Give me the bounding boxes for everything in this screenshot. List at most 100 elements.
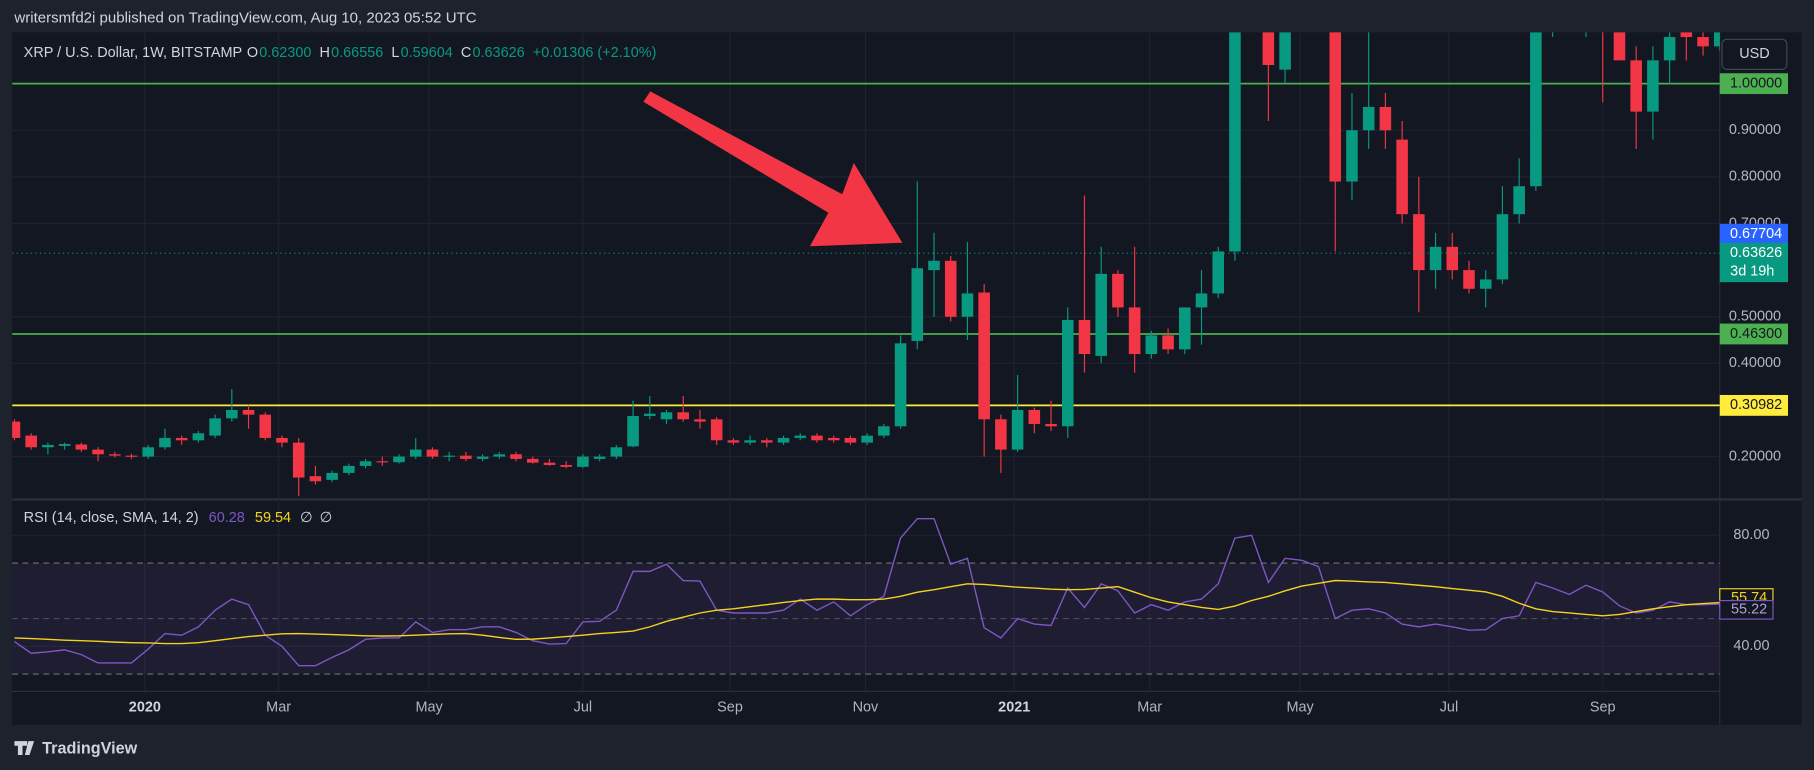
x-tick-label: 2021	[998, 699, 1030, 715]
candle-body	[1078, 320, 1091, 355]
candle-body	[409, 449, 422, 457]
candle-body	[192, 433, 205, 441]
candle-body	[811, 435, 823, 441]
price-badge	[1719, 242, 1788, 283]
y-tick-label: 0.50000	[1729, 309, 1781, 325]
price-label: 0.67704	[1730, 226, 1782, 242]
candle-body	[1329, 32, 1342, 182]
candle-body	[1680, 32, 1693, 38]
candle-body	[1045, 423, 1057, 427]
candle-body	[761, 440, 773, 443]
x-tick-label: Mar	[266, 699, 291, 715]
brand: TradingView	[42, 739, 137, 757]
candle-body	[794, 435, 807, 438]
candle-body	[1279, 32, 1291, 70]
last-value-badge	[1719, 600, 1774, 620]
x-tick-label: 2020	[129, 699, 161, 715]
legend-key: L	[391, 45, 399, 61]
symbol-title: XRP / U.S. Dollar, 1W, BITSTAMP	[24, 45, 243, 61]
candle-body	[1095, 273, 1107, 356]
x-tick-label: Nov	[853, 699, 879, 715]
candle-body	[1429, 246, 1442, 271]
x-tick-label: May	[1286, 699, 1314, 715]
candle-body	[694, 419, 706, 422]
candle-body	[376, 461, 389, 463]
currency[interactable]: USD	[1739, 46, 1769, 62]
sma-legend-value: 59.54	[255, 510, 291, 526]
level-badge	[1719, 73, 1788, 95]
candle-body	[978, 292, 990, 420]
candle-body	[1362, 106, 1375, 131]
rsi-line	[14, 579, 1720, 645]
candle-body	[1195, 293, 1208, 308]
rsi-tick-label: 40.00	[1733, 638, 1769, 654]
x-tick-label: Sep	[1590, 699, 1616, 715]
x-tick-label: Jul	[1440, 699, 1458, 715]
candle-body	[109, 454, 121, 456]
y-tick-label: 0.20000	[1729, 448, 1781, 464]
candle-body	[276, 437, 288, 443]
candle-body	[1513, 186, 1525, 215]
candle-body	[1479, 279, 1492, 289]
rsi-legend-extra: ∅	[320, 510, 333, 526]
y-tick-label: 0.90000	[1729, 122, 1781, 138]
level-badge	[1719, 394, 1788, 416]
candle-body	[460, 455, 472, 459]
candle-body	[159, 437, 171, 448]
candle-body	[593, 456, 606, 459]
candle-body	[543, 462, 556, 465]
candle-body	[827, 437, 840, 441]
currency-button[interactable]	[1721, 38, 1788, 70]
candle-body	[510, 454, 522, 459]
rsi-legend-value: 60.28	[209, 510, 245, 526]
legend-key: H	[320, 45, 330, 61]
brand-logo	[14, 741, 35, 755]
candle-body	[175, 437, 188, 441]
candle-body	[894, 343, 907, 427]
candle-body	[1128, 307, 1141, 355]
candle-body	[878, 426, 890, 436]
level-label: 0.46300	[1730, 326, 1782, 342]
candle-body	[209, 418, 221, 436]
candle-body	[58, 444, 71, 446]
candle-body	[1413, 214, 1425, 271]
candle-body	[309, 476, 322, 482]
candle-body	[359, 461, 372, 466]
candle-body	[1061, 320, 1074, 427]
annotation-arrow	[643, 91, 903, 247]
candle-body	[995, 419, 1007, 450]
candle-body	[1346, 130, 1358, 182]
legend-change: +0.01306 (+2.10%)	[533, 45, 657, 61]
level-badge	[1719, 323, 1788, 345]
candle-body	[744, 440, 756, 443]
y-tick-label: 0.40000	[1729, 355, 1781, 371]
candle-body	[25, 435, 37, 448]
candle-body	[677, 412, 690, 420]
candle-body	[1496, 214, 1509, 280]
candle-body	[1212, 251, 1224, 294]
candle-body	[1179, 307, 1191, 350]
legend-key: O	[247, 45, 258, 61]
candle-body	[577, 456, 589, 467]
rsi-legend-extra: ∅	[300, 510, 313, 526]
x-tick-label: Mar	[1137, 699, 1162, 715]
candle-body	[92, 449, 104, 455]
candle-body	[12, 421, 21, 438]
candle-body	[1463, 270, 1475, 289]
legend-key: C	[461, 45, 471, 61]
candle-body	[125, 455, 138, 457]
candle-body	[961, 293, 974, 317]
y-tick-label: 0.80000	[1729, 169, 1781, 185]
candle-body	[1379, 106, 1392, 131]
candle-body	[393, 456, 405, 463]
candle-body	[1613, 32, 1626, 61]
candle-body	[1630, 60, 1642, 112]
candle-body	[560, 464, 572, 467]
candle-body	[1663, 37, 1676, 61]
candle-body	[1446, 246, 1459, 271]
x-tick-label: Sep	[717, 699, 743, 715]
ohlc-legend: O 0.62300 H 0.66556 L 0.59604 C 0.63626 +0.01306…	[247, 45, 657, 61]
candle-body	[727, 440, 740, 443]
candle-body	[1647, 60, 1659, 112]
